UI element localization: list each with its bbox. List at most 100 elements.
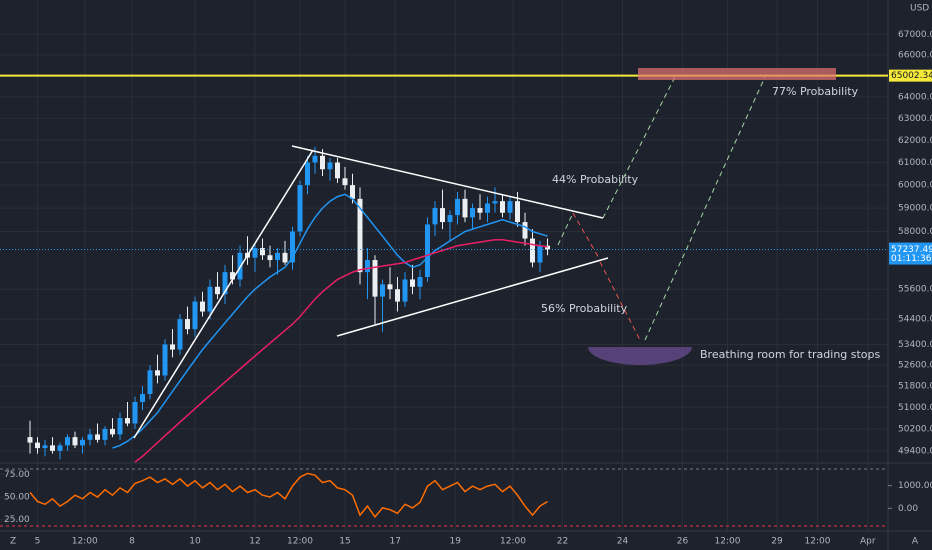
currency: USD bbox=[910, 4, 929, 14]
x-tick-label: 12 bbox=[249, 537, 260, 547]
indicator-tick-label: 75.00 bbox=[4, 470, 30, 480]
candle-body bbox=[327, 162, 333, 170]
x-tick-label: Apr bbox=[860, 537, 876, 547]
candle-body bbox=[312, 155, 318, 163]
candle-body bbox=[80, 439, 85, 446]
candle-body bbox=[170, 344, 175, 350]
candle-body bbox=[87, 434, 93, 440]
y-tick-label: 61000.00 bbox=[898, 158, 932, 168]
candle-body bbox=[432, 208, 438, 225]
y-tick-label: 64000.00 bbox=[898, 92, 932, 102]
candle-body bbox=[185, 319, 190, 330]
y-tick-label: 66000.00 bbox=[898, 50, 932, 60]
candle-body bbox=[117, 418, 123, 435]
x-tick-label: 5 bbox=[35, 537, 41, 547]
candle-body bbox=[402, 279, 408, 302]
candle-body bbox=[440, 208, 445, 223]
corner-mark: Z bbox=[10, 537, 16, 547]
candle-body bbox=[260, 248, 265, 256]
candle-body bbox=[177, 319, 183, 350]
y-tick-label: 49400.00 bbox=[898, 446, 932, 456]
y-tick-label: 53400.00 bbox=[898, 340, 932, 350]
candle-body bbox=[342, 178, 348, 186]
candle-body bbox=[230, 272, 235, 280]
candle-body bbox=[200, 301, 205, 312]
y-tick-label: 50200.00 bbox=[898, 424, 932, 434]
indicator-y2-tick-label: 0.00 bbox=[898, 504, 918, 514]
trend-line bbox=[133, 149, 314, 439]
candle-body bbox=[207, 286, 213, 312]
candle-body bbox=[462, 198, 468, 218]
candle-body bbox=[27, 437, 33, 443]
candle-body bbox=[395, 289, 400, 302]
candle-body bbox=[147, 370, 153, 394]
candle-body bbox=[500, 201, 505, 213]
level-label: 65002.34 bbox=[891, 71, 932, 81]
y-tick-label: 59000.00 bbox=[898, 204, 932, 214]
candle-body bbox=[72, 437, 78, 446]
candle-body bbox=[320, 155, 325, 170]
drawings: 44% Probability 56% Probability 77% Prob… bbox=[133, 68, 881, 439]
candle-body bbox=[252, 248, 258, 258]
candle-body bbox=[192, 301, 198, 330]
candle-body bbox=[335, 162, 340, 179]
annotation: 77% Probability bbox=[772, 85, 859, 98]
y-tick-label: 60000.00 bbox=[898, 181, 932, 191]
candle-body bbox=[132, 401, 138, 424]
candle-body bbox=[365, 260, 370, 273]
trend-line bbox=[336, 257, 609, 337]
x-tick-label: 29 bbox=[771, 537, 783, 547]
x-tick-label: 8 bbox=[129, 537, 135, 547]
price-label: 57237.49 bbox=[891, 245, 932, 255]
countdown: 01:11:36 bbox=[891, 254, 932, 264]
x-tick-label: 10 bbox=[189, 537, 201, 547]
candle-body bbox=[350, 185, 355, 199]
candle-body bbox=[162, 344, 168, 376]
candle-body bbox=[110, 428, 115, 435]
indicator-pane bbox=[0, 468, 892, 527]
indicator-tick-label: 25.00 bbox=[4, 515, 30, 525]
candle-body bbox=[140, 393, 145, 402]
x-tick-label: 17 bbox=[390, 537, 401, 547]
candle-body bbox=[507, 201, 513, 213]
x-tick-label: 12:00 bbox=[805, 537, 831, 547]
y-tick-label: 58000.00 bbox=[898, 227, 932, 237]
candle-body bbox=[215, 286, 220, 295]
candle-body bbox=[492, 201, 498, 204]
x-tick-label: 12:00 bbox=[500, 537, 526, 547]
candle-body bbox=[380, 284, 385, 297]
y-tick-label: 63000.00 bbox=[898, 114, 932, 124]
y-tick-label: 55600.00 bbox=[898, 285, 932, 295]
ma-line bbox=[134, 238, 548, 463]
candle-body bbox=[372, 260, 378, 297]
trend-line bbox=[291, 145, 604, 219]
candle-body bbox=[410, 279, 415, 287]
x-tick-label: 15 bbox=[339, 537, 350, 547]
candle-body bbox=[515, 201, 520, 223]
x-tick-label: 12:00 bbox=[72, 537, 98, 547]
indicator-line bbox=[29, 472, 548, 519]
candle-body bbox=[387, 284, 393, 290]
annotation: 44% Probability bbox=[552, 173, 639, 186]
level-label-bg bbox=[889, 69, 932, 82]
path-arrow bbox=[599, 261, 641, 341]
annotation: Breathing room for trading stops bbox=[700, 348, 881, 361]
candle-body bbox=[155, 370, 160, 376]
candle-body bbox=[485, 203, 490, 213]
candle-body bbox=[275, 252, 280, 261]
candle-body bbox=[42, 445, 48, 449]
candle-body bbox=[305, 162, 310, 186]
x-tick-label: 24 bbox=[617, 537, 629, 547]
candle-body bbox=[35, 442, 40, 449]
x-tick-label: 26 bbox=[677, 537, 689, 547]
x-tick-label: 12:00 bbox=[287, 537, 313, 547]
indicator-tick-label: 50.00 bbox=[4, 493, 30, 503]
path-arrow bbox=[572, 212, 601, 261]
candle-body bbox=[125, 418, 130, 424]
candle-body bbox=[425, 224, 430, 278]
x-tick-label: 22 bbox=[557, 537, 568, 547]
y-tick-label: 54400.00 bbox=[898, 315, 932, 325]
target-zone bbox=[638, 68, 836, 80]
candle-body bbox=[57, 445, 63, 451]
